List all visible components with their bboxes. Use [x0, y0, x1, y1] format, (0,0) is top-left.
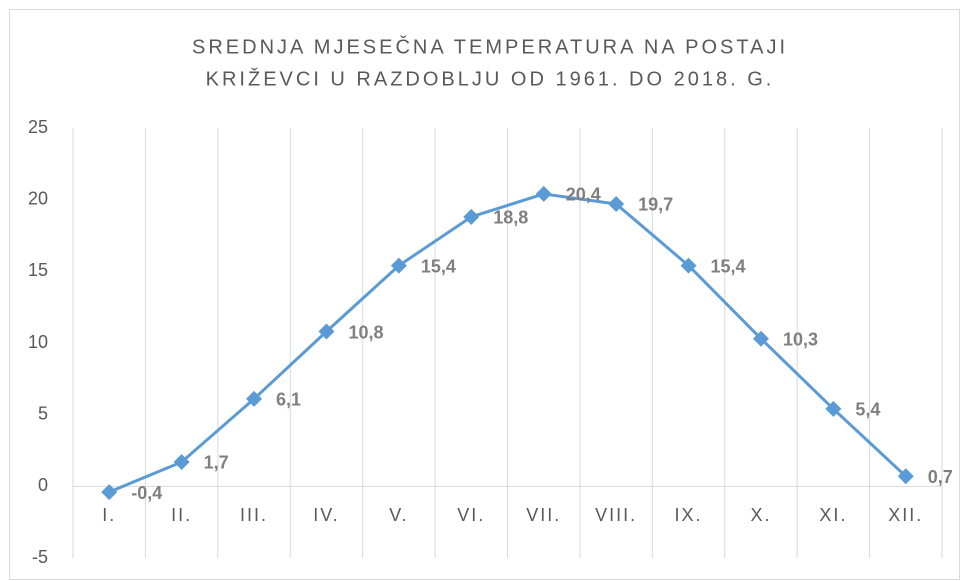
- data-label: 15,4: [421, 256, 456, 276]
- marker: [390, 257, 407, 274]
- marker: [897, 468, 914, 485]
- chart-border: [9, 9, 960, 580]
- marker: [752, 330, 769, 347]
- data-label: -0,4: [131, 483, 162, 503]
- x-tick-label: VI.: [457, 505, 485, 525]
- marker: [680, 257, 697, 274]
- marker: [535, 185, 552, 202]
- marker: [173, 453, 190, 470]
- line: [108, 192, 907, 494]
- data-label: 15,4: [711, 256, 746, 276]
- data-label: 0,7: [928, 467, 953, 487]
- x-tick-label: VII.: [526, 505, 561, 525]
- y-tick-label: -5: [32, 547, 48, 567]
- data-label: 6,1: [276, 390, 301, 410]
- x-tick-label: IX.: [675, 505, 703, 525]
- x-tick-label: I.: [102, 505, 116, 525]
- x-tick-label: VIII.: [595, 505, 637, 525]
- marker: [463, 208, 480, 225]
- x-tick-label: II.: [171, 505, 192, 525]
- y-tick-label: 25: [28, 117, 48, 137]
- data-label: 20,4: [566, 185, 601, 205]
- data-label: 10,3: [783, 329, 818, 349]
- chart-title: KRIŽEVCI U RAZDOBLJU OD 1961. DO 2018. G…: [206, 67, 775, 90]
- x-tick-label: XI.: [819, 505, 847, 525]
- x-tick-label: X.: [750, 505, 771, 525]
- marker: [101, 484, 118, 501]
- data-label: 18,8: [493, 208, 528, 228]
- y-tick-label: 10: [28, 332, 48, 352]
- x-tick-label: IV.: [313, 505, 339, 525]
- y-tick-label: 15: [28, 260, 48, 280]
- y-tick-label: 5: [38, 403, 48, 423]
- data-label: 10,8: [348, 322, 383, 342]
- marker: [825, 400, 842, 417]
- data-label: 19,7: [638, 195, 673, 215]
- marker: [246, 390, 263, 407]
- y-tick-label: 0: [38, 475, 48, 495]
- x-tick-label: V.: [389, 505, 408, 525]
- marker: [608, 195, 625, 212]
- chart-title: SREDNJA MJESEČNA TEMPERATURA NA POSTAJI: [192, 35, 788, 58]
- data-label: 1,7: [204, 453, 229, 473]
- marker: [318, 323, 335, 340]
- x-tick-label: XII.: [888, 505, 923, 525]
- x-tick-label: III.: [240, 505, 268, 525]
- y-tick-label: 20: [28, 188, 48, 208]
- data-label: 5,4: [855, 400, 880, 420]
